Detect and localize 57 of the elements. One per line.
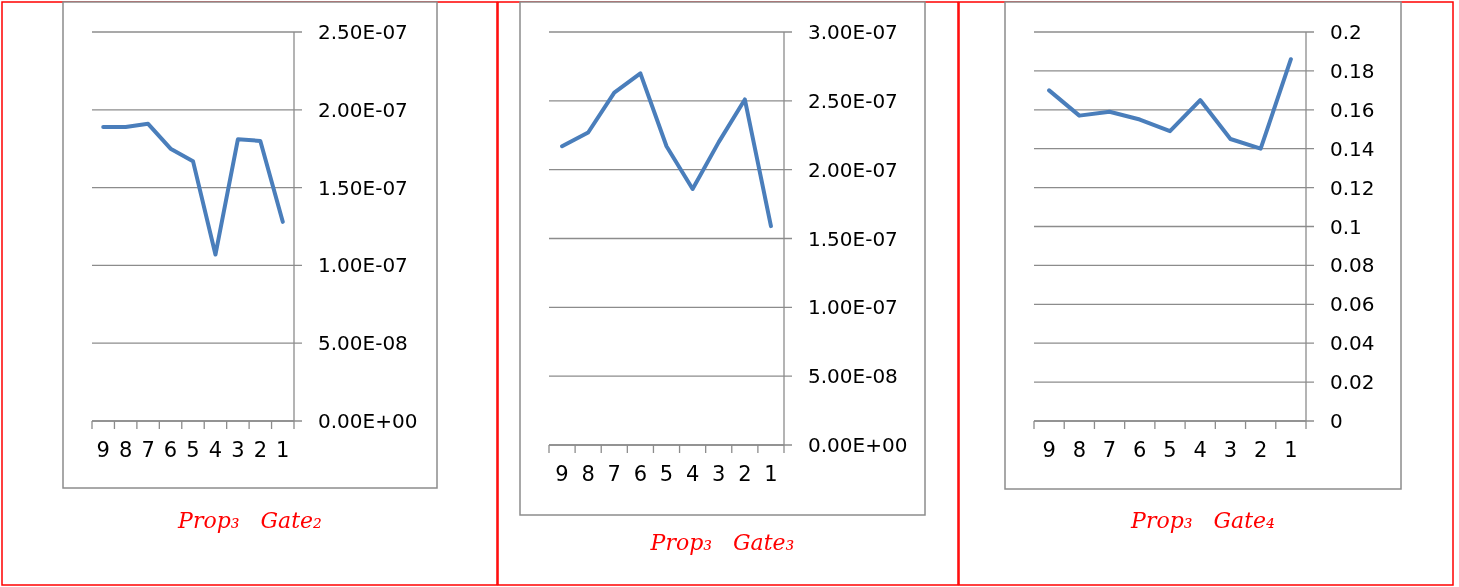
x-tick-label: 8 [581,462,595,486]
y-tick-label: 0 [1330,409,1343,433]
x-tick-label: 2 [253,438,268,462]
y-tick-label: 3.00E-07 [808,20,898,44]
y-tick-label: 0.2 [1330,20,1362,44]
x-tick-label: 4 [1193,438,1207,462]
y-tick-label: 1.00E-07 [318,253,408,278]
x-tick-label: 5 [186,438,200,462]
x-tick-label: 2 [1253,438,1268,462]
x-tick-label: 7 [607,462,621,486]
x-tick-label: 3 [1223,438,1238,462]
y-tick-label: 0.08 [1330,253,1375,278]
text: Prop₃ Gate₂ [177,508,322,533]
line-series [560,71,773,229]
x-tick-label: 1 [764,462,778,486]
x-tick-label: 1 [1284,438,1298,462]
y-tick-label: 0.00E+00 [808,433,908,457]
y-tick-label: 1.00E-07 [808,295,898,320]
x-tick-label: 4 [685,462,700,486]
x-tick-label: 8 [118,438,133,462]
x-tick-label: 8 [1072,438,1087,462]
x-tick-label: 7 [141,438,155,462]
x-tick-label: 6 [633,462,648,486]
y-tick-label: 0.1 [1330,214,1362,239]
y-tick-label: 1.50E-07 [808,226,898,251]
line-series [101,121,285,257]
y-tick-label: 0.00E+00 [318,409,418,433]
x-tick-label: 4 [208,438,223,462]
x-tick-label: 3 [712,462,726,486]
y-tick-label: 0.18 [1330,58,1375,83]
y-tick-label: 2.00E-07 [808,157,898,182]
line-series [1047,57,1293,151]
y-tick-label: 0.04 [1330,331,1375,356]
text: Prop₃ Gate₄ [1130,508,1275,533]
y-tick-label: 2.50E-07 [808,88,898,113]
x-tick-label: 3 [231,438,245,462]
x-tick-label: 9 [555,462,569,486]
x-tick-label: 9 [1042,438,1056,462]
y-tick-label: 0.06 [1330,292,1375,317]
x-tick-label: 9 [96,438,110,462]
x-tick-label: 6 [163,438,178,462]
y-tick-label: 5.00E-08 [318,331,408,356]
y-tick-label: 2.50E-07 [318,20,408,44]
x-tick-label: 7 [1102,438,1117,462]
y-tick-label: 1.50E-07 [318,175,408,200]
y-tick-label: 0.12 [1330,175,1375,200]
y-tick-label: 0.16 [1330,97,1375,122]
y-tick-label: 0.02 [1330,370,1375,395]
x-tick-label: 6 [1133,438,1147,462]
x-tick-label: 5 [1163,438,1177,462]
x-tick-label: 5 [659,462,674,486]
y-tick-label: 0.14 [1330,136,1375,161]
x-tick-label: 1 [276,438,290,462]
y-tick-label: 5.00E-08 [808,364,898,389]
x-tick-label: 2 [738,462,752,486]
y-tick-label: 2.00E-07 [318,97,408,122]
text: Prop₃ Gate₃ [649,530,795,555]
